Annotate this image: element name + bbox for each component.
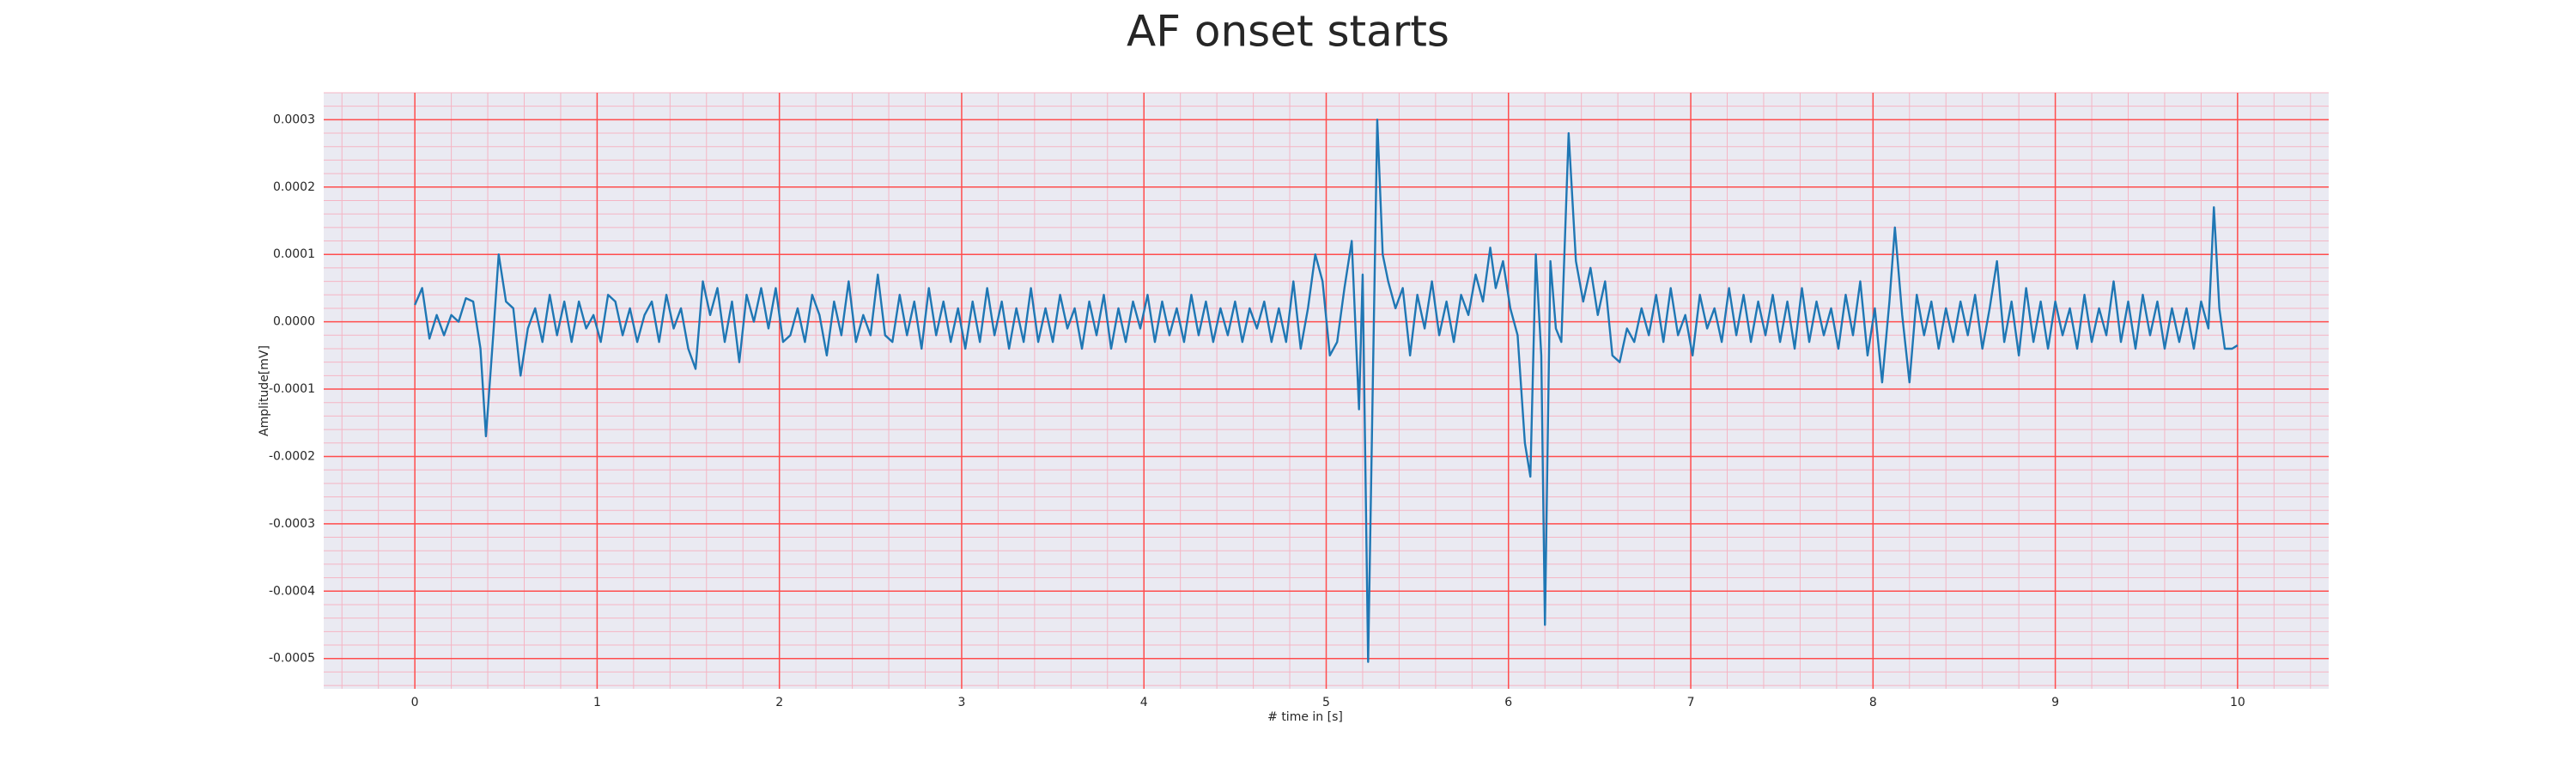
plot-area [324, 92, 2329, 689]
x-tick-label: 7 [1687, 696, 1695, 709]
y-tick-label: 0.0001 [273, 247, 315, 261]
x-tick-label: 9 [2051, 696, 2059, 709]
x-axis-label: # time in [s] [1267, 710, 1343, 724]
y-axis-label: Amplitude[mV] [258, 345, 271, 436]
x-tick-label: 5 [1322, 696, 1330, 709]
x-tick-label: 4 [1140, 696, 1148, 709]
chart-title: AF onset starts [1127, 7, 1449, 57]
x-tick-label: 3 [957, 696, 965, 709]
y-tick-label: 0.0003 [273, 113, 315, 126]
y-tick-label: -0.0003 [269, 517, 315, 531]
x-tick-label: 8 [1869, 696, 1877, 709]
y-tick-label: -0.0002 [269, 449, 315, 463]
x-tick-label: 0 [411, 696, 419, 709]
y-tick-label: 0.0002 [273, 180, 315, 194]
y-tick-label: -0.0001 [269, 382, 315, 396]
y-tick-label: 0.0000 [273, 315, 315, 329]
x-tick-label: 10 [2230, 696, 2245, 709]
signal-line [414, 119, 2239, 663]
x-tick-label: 1 [593, 696, 601, 709]
x-tick-label: 6 [1504, 696, 1512, 709]
y-tick-label: -0.0005 [269, 652, 315, 666]
y-tick-label: -0.0004 [269, 584, 315, 598]
x-tick-label: 2 [775, 696, 783, 709]
